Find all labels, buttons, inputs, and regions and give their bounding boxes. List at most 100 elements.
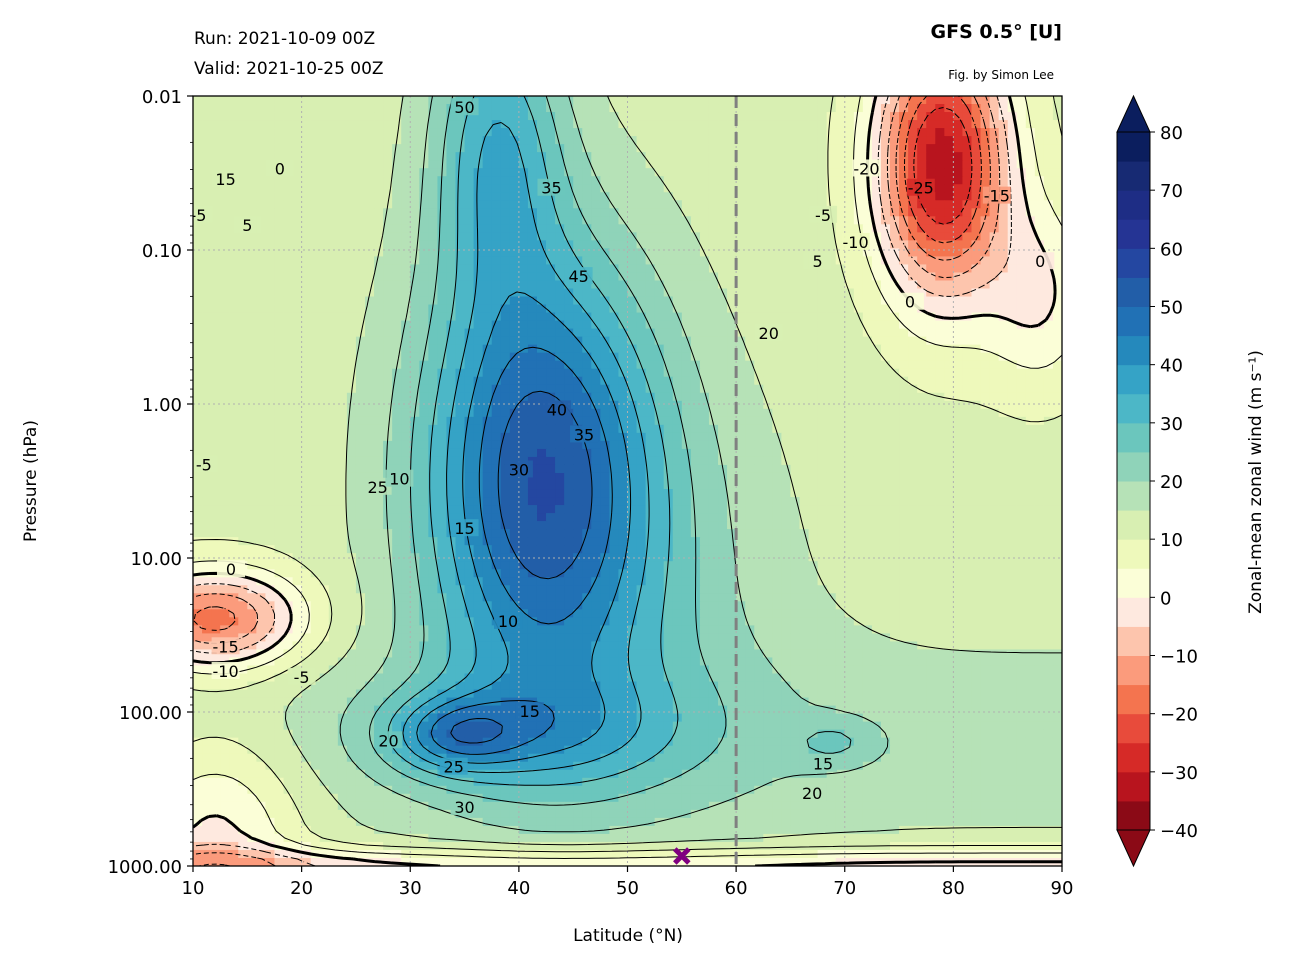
x-tick-label: 30 bbox=[399, 878, 422, 899]
colorbar-segment bbox=[1117, 568, 1150, 598]
contour-line bbox=[193, 96, 1001, 866]
model-title: GFS 0.5° [U] bbox=[930, 21, 1062, 43]
contour-label: 15 bbox=[215, 170, 235, 189]
y-axis-title: Pressure (hPa) bbox=[21, 420, 41, 542]
colorbar-tick-label: −40 bbox=[1160, 821, 1198, 842]
contour-line bbox=[193, 96, 1012, 866]
contour-label: -20 bbox=[853, 159, 879, 178]
contour-label: 25 bbox=[444, 758, 464, 777]
contour-label: 30 bbox=[454, 798, 474, 817]
colorbar-segment bbox=[1117, 742, 1150, 773]
colorbar-segment bbox=[1117, 626, 1150, 656]
contour-line bbox=[402, 122, 650, 773]
colorbar-segment bbox=[1117, 306, 1150, 337]
run-label: Run: 2021-10-09 00Z bbox=[194, 29, 376, 49]
axis-ticks: 10 20 30 40 50 60 70 80 900.010.101.0010.00100.0… bbox=[108, 87, 1074, 899]
colorbar-tick-label: −30 bbox=[1160, 763, 1198, 784]
x-tick-label: 10 bbox=[182, 878, 205, 899]
colorbar-segment bbox=[1117, 277, 1150, 307]
contour-line bbox=[193, 96, 991, 866]
contour-label: 35 bbox=[574, 425, 594, 444]
x-tick-label: 50 bbox=[616, 878, 639, 899]
contour-line bbox=[339, 96, 889, 833]
colorbar-segment bbox=[1117, 190, 1150, 220]
colorbar-title: Zonal-mean zonal wind (m s⁻¹) bbox=[1246, 350, 1266, 614]
contour-label: 20 bbox=[802, 784, 822, 803]
colorbar-tick-label: 30 bbox=[1160, 414, 1183, 435]
colorbar-segment bbox=[1117, 481, 1150, 511]
colorbar-segment bbox=[1117, 771, 1150, 802]
contour-label: -5 bbox=[196, 455, 212, 474]
contour-label: 20 bbox=[378, 731, 398, 750]
colorbar-segment bbox=[1117, 219, 1150, 249]
contour-label: -5 bbox=[190, 206, 206, 225]
y-tick-label: 0.10 bbox=[142, 241, 182, 262]
contour-label: 15 bbox=[520, 702, 540, 721]
y-tick-label: 1000.00 bbox=[108, 857, 182, 878]
colorbar-segment bbox=[1117, 451, 1150, 482]
contour-label: -5 bbox=[294, 668, 310, 687]
valid-label: Valid: 2021-10-25 00Z bbox=[194, 59, 384, 79]
contour-label: 20 bbox=[759, 324, 779, 343]
contour-label: 35 bbox=[541, 179, 561, 198]
contour-label: 5 bbox=[813, 252, 823, 271]
colorbar-segment bbox=[1117, 422, 1150, 453]
x-tick-label: 20 bbox=[290, 878, 313, 899]
location-marker bbox=[673, 847, 691, 865]
contour-line bbox=[430, 346, 613, 755]
contour-label: -10 bbox=[213, 662, 239, 681]
y-tick-label: 100.00 bbox=[119, 703, 182, 724]
credit-label: Fig. by Simon Lee bbox=[948, 68, 1054, 82]
contour-field: 50354540353025201510152025301520051510-1… bbox=[190, 96, 1062, 866]
colorbar-tick-label: 20 bbox=[1160, 472, 1183, 493]
contour-label: 0 bbox=[275, 159, 285, 178]
x-tick-label: 70 bbox=[833, 878, 856, 899]
colorbar-tick-label: 50 bbox=[1160, 298, 1183, 319]
colorbar-segment bbox=[1117, 684, 1150, 715]
colorbar-segment bbox=[1117, 539, 1150, 569]
colorbar-segment bbox=[1117, 335, 1150, 366]
colorbar-segment bbox=[1117, 364, 1150, 395]
colorbar-tick-label: 60 bbox=[1160, 239, 1183, 260]
contour-label: -25 bbox=[908, 179, 934, 198]
contour-label: 0 bbox=[905, 293, 915, 312]
contour-label: -5 bbox=[815, 206, 831, 225]
colorbar-tick-label: −20 bbox=[1160, 705, 1198, 726]
colorbar-extend-min bbox=[1116, 829, 1151, 868]
colorbar-segment bbox=[1117, 713, 1150, 744]
colorbar-tick-label: −10 bbox=[1160, 647, 1198, 668]
x-tick-label: 40 bbox=[507, 878, 530, 899]
colorbar-segment bbox=[1117, 132, 1150, 162]
colorbar-segment bbox=[1117, 800, 1150, 831]
contour-label: 40 bbox=[547, 400, 567, 419]
contour-line bbox=[193, 96, 1062, 853]
contour-label: -10 bbox=[843, 233, 869, 252]
contour-label: 10 bbox=[498, 612, 518, 631]
colorbar-segment bbox=[1117, 393, 1150, 424]
y-tick-label: 0.01 bbox=[142, 87, 182, 108]
contour-label: 15 bbox=[813, 755, 833, 774]
x-tick-label: 80 bbox=[942, 878, 965, 899]
y-tick-label: 1.00 bbox=[142, 395, 182, 416]
colorbar-tick-label: 0 bbox=[1160, 588, 1171, 609]
contour-label: 0 bbox=[1035, 252, 1045, 271]
contour-label: 15 bbox=[454, 519, 474, 538]
contour-line bbox=[913, 107, 973, 225]
contour-label: 10 bbox=[389, 470, 409, 489]
x-tick-label: 60 bbox=[725, 878, 748, 899]
colorbar: −40 −30 −20 −10 0 10 20 30 40 50 60 70 80 bbox=[1116, 94, 1198, 868]
contour-label: -15 bbox=[213, 637, 239, 656]
contour-line bbox=[193, 96, 1062, 859]
contour-label: 5 bbox=[242, 216, 252, 235]
colorbar-tick-label: 40 bbox=[1160, 356, 1183, 377]
contour-label: 25 bbox=[367, 478, 387, 497]
contour-label: -15 bbox=[984, 187, 1010, 206]
colorbar-segment bbox=[1117, 248, 1150, 278]
contour-label: 0 bbox=[226, 560, 236, 579]
contour-line bbox=[285, 96, 1062, 846]
colorbar-tick-label: 80 bbox=[1160, 123, 1183, 144]
contour-label: 30 bbox=[509, 460, 529, 479]
colorbar-tick-label: 10 bbox=[1160, 530, 1183, 551]
contour-line bbox=[904, 96, 982, 244]
